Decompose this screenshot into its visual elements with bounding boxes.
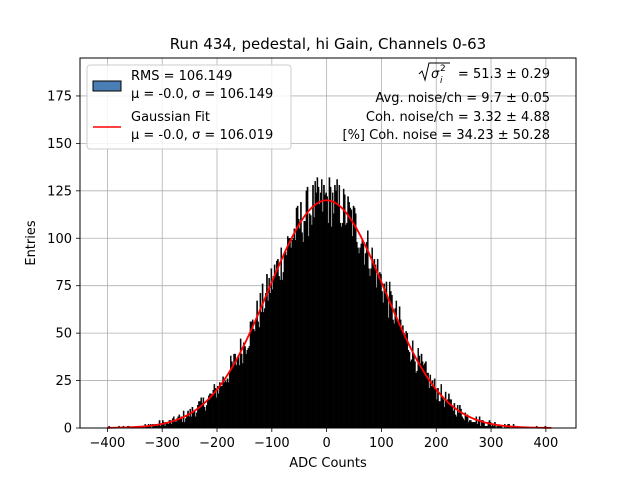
svg-text:σ: σ bbox=[431, 67, 440, 82]
y-axis-label: Entries bbox=[24, 220, 39, 266]
x-tick-label: −200 bbox=[199, 436, 235, 451]
x-tick-label: 300 bbox=[479, 436, 504, 451]
x-axis-label: ADC Counts bbox=[289, 456, 367, 471]
legend-histogram-swatch bbox=[92, 80, 122, 92]
legend-box bbox=[86, 64, 292, 150]
stat-avg-noise: Avg. noise/ch = 9.7 ± 0.05 bbox=[375, 91, 550, 106]
sqrt-sigma-symbol: σ 2 i bbox=[418, 62, 450, 86]
noise-statistics: σ 2 i = 51.3 ± 0.29 Avg. noise/ch = 9.7 … bbox=[343, 62, 551, 143]
y-axis-ticks: 0 25 50 75 100 125 150 175 bbox=[47, 89, 80, 437]
x-axis-ticks: −400 −300 −200 −100 0 100 200 300 400 bbox=[90, 428, 558, 451]
y-tick-label: 75 bbox=[55, 279, 72, 294]
x-tick-label: 0 bbox=[322, 436, 330, 451]
y-tick-label: 150 bbox=[47, 137, 72, 152]
y-tick-label: 25 bbox=[55, 374, 72, 389]
y-tick-label: 125 bbox=[47, 184, 72, 199]
chart-title: Run 434, pedestal, hi Gain, Channels 0-6… bbox=[170, 35, 486, 53]
legend-fit-label-line2: μ = -0.0, σ = 106.019 bbox=[131, 128, 273, 143]
y-tick-label: 175 bbox=[47, 89, 72, 104]
legend-histogram-label-line2: μ = -0.0, σ = 106.149 bbox=[131, 87, 273, 102]
svg-text:i: i bbox=[440, 76, 443, 86]
y-tick-label: 0 bbox=[64, 422, 72, 437]
y-tick-label: 100 bbox=[47, 232, 72, 247]
x-tick-label: −400 bbox=[90, 436, 126, 451]
y-tick-label: 50 bbox=[55, 327, 72, 342]
legend: RMS = 106.149 μ = -0.0, σ = 106.149 Gaus… bbox=[86, 64, 292, 150]
x-tick-label: 400 bbox=[533, 436, 558, 451]
svg-text:2: 2 bbox=[440, 64, 446, 74]
stat-sqrt-sigma: = 51.3 ± 0.29 bbox=[458, 67, 550, 82]
gaussian-fit-curve bbox=[107, 199, 552, 429]
legend-histogram-label-line1: RMS = 106.149 bbox=[131, 69, 232, 84]
axes-frame bbox=[79, 57, 577, 429]
fit-curve-path bbox=[107, 199, 552, 429]
legend-fit-label-line1: Gaussian Fit bbox=[131, 110, 210, 125]
x-tick-label: −100 bbox=[254, 436, 290, 451]
x-tick-label: 200 bbox=[424, 436, 449, 451]
stat-coh-noise: Coh. noise/ch = 3.32 ± 4.88 bbox=[366, 110, 550, 125]
stat-coh-noise-percent: [%] Coh. noise = 34.23 ± 50.28 bbox=[343, 128, 551, 143]
x-tick-label: −300 bbox=[144, 436, 180, 451]
x-tick-label: 100 bbox=[369, 436, 394, 451]
